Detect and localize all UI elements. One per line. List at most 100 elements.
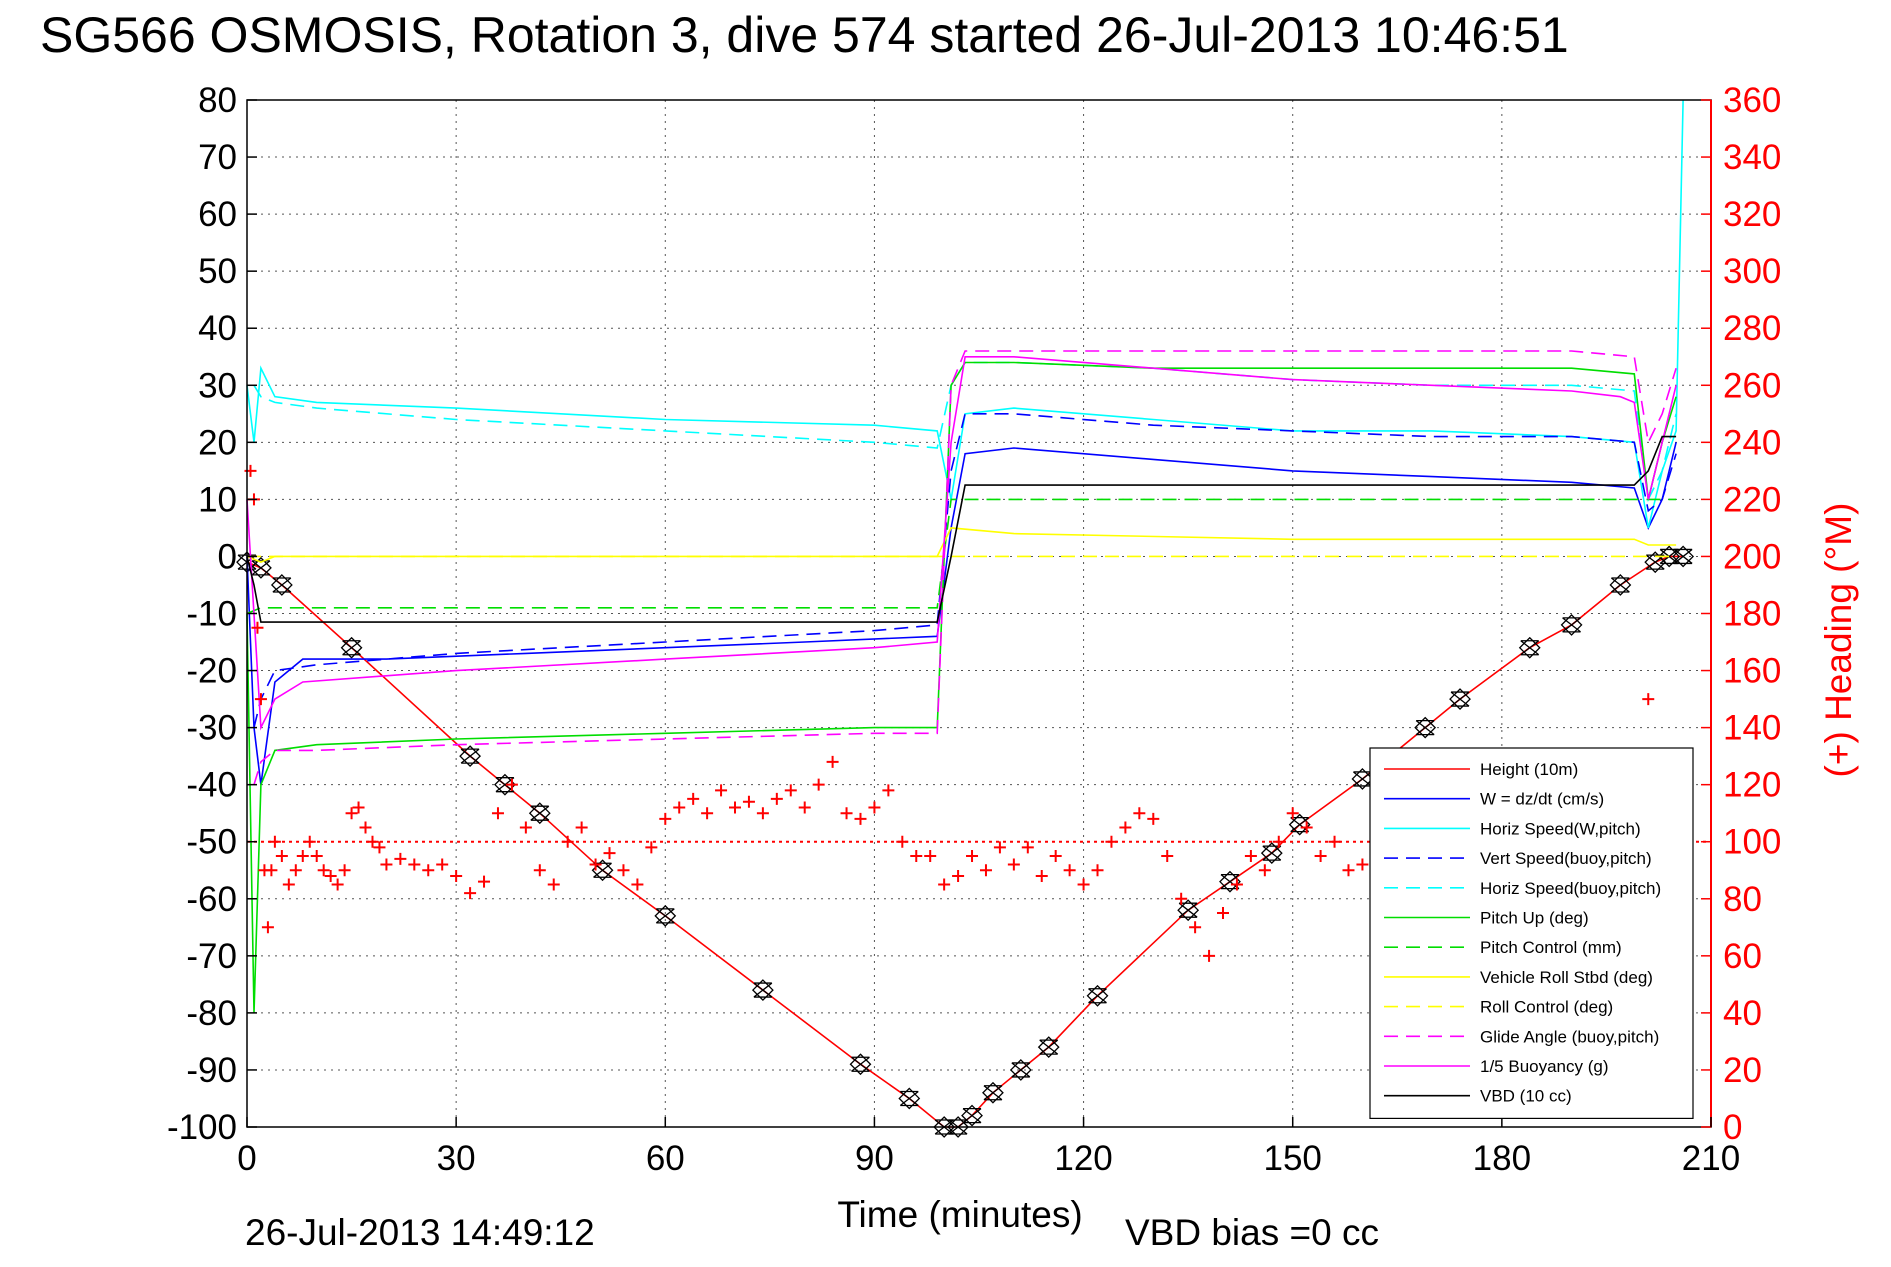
y2-tick-label: 320 bbox=[1723, 195, 1781, 234]
y-tick-label: -50 bbox=[186, 823, 237, 862]
heading-point bbox=[1189, 921, 1202, 934]
y2-tick-label: 340 bbox=[1723, 138, 1781, 177]
series-line bbox=[246, 361, 1677, 1013]
heading-point bbox=[701, 807, 714, 820]
x-tick-label: 150 bbox=[1264, 1139, 1322, 1178]
heading-point bbox=[296, 849, 309, 862]
series-group bbox=[246, 527, 1677, 563]
heading-point bbox=[1077, 878, 1090, 891]
series-group bbox=[246, 99, 1684, 529]
heading-point bbox=[854, 812, 867, 825]
heading-point bbox=[631, 878, 644, 891]
heading-point bbox=[1105, 835, 1118, 848]
legend-box bbox=[1369, 747, 1694, 1119]
heading-point bbox=[1642, 693, 1655, 706]
legend-label: Roll Control (deg) bbox=[1480, 998, 1613, 1017]
y2-tick-label: 40 bbox=[1723, 994, 1762, 1033]
height-marker bbox=[1609, 574, 1632, 596]
heading-point bbox=[1258, 864, 1271, 877]
heading-point bbox=[1272, 835, 1285, 848]
y2-tick-label: 100 bbox=[1723, 823, 1781, 862]
heading-point bbox=[687, 792, 700, 805]
legend-label: 1/5 Buoyancy (g) bbox=[1480, 1057, 1609, 1076]
heading-point bbox=[1217, 907, 1229, 920]
y2-tick-label: 0 bbox=[1723, 1108, 1742, 1147]
heading-point bbox=[1286, 807, 1299, 820]
legend-label: VBD (10 cc) bbox=[1480, 1087, 1572, 1106]
heading-point bbox=[840, 807, 853, 820]
height-marker bbox=[1351, 768, 1374, 790]
y2-tick-label: 20 bbox=[1723, 1051, 1762, 1090]
height-marker bbox=[1449, 688, 1471, 711]
height-marker bbox=[250, 556, 272, 579]
series-group bbox=[246, 435, 1677, 623]
series-line bbox=[246, 527, 1677, 563]
footer-vbd-bias: VBD bias =0 cc bbox=[1125, 1212, 1379, 1253]
heading-point bbox=[317, 864, 330, 877]
heading-point bbox=[617, 864, 630, 877]
height-marker bbox=[1037, 1036, 1060, 1059]
heading-point bbox=[282, 878, 295, 891]
legend-label: Vert Speed(buoy,pitch) bbox=[1480, 849, 1652, 868]
heading-point bbox=[896, 835, 909, 848]
legend-label: Horiz Speed(buoy,pitch) bbox=[1480, 879, 1661, 898]
x-tick-label: 60 bbox=[646, 1139, 685, 1178]
x-tick-label: 120 bbox=[1054, 1139, 1112, 1178]
x-tick-label: 180 bbox=[1473, 1139, 1531, 1178]
heading-point bbox=[345, 807, 358, 820]
heading-point bbox=[938, 878, 951, 891]
legend-label: Height (10m) bbox=[1480, 760, 1578, 779]
heading-point bbox=[450, 869, 463, 882]
x-tick-label: 0 bbox=[237, 1139, 256, 1178]
height-marker bbox=[751, 979, 774, 1001]
legend-label: W = dz/dt (cm/s) bbox=[1480, 790, 1604, 809]
y-tick-label: 10 bbox=[198, 480, 237, 519]
height-marker bbox=[1560, 613, 1583, 636]
y-tick-label: -10 bbox=[186, 595, 237, 634]
y-tick-label: 20 bbox=[198, 423, 237, 462]
heading-point bbox=[979, 864, 992, 877]
heading-point bbox=[275, 849, 288, 862]
heading-point bbox=[324, 869, 337, 882]
heading-point bbox=[561, 835, 574, 848]
y2-tick-label: 140 bbox=[1723, 709, 1781, 748]
y-tick-label: 60 bbox=[198, 195, 237, 234]
heading-point bbox=[1119, 821, 1132, 834]
height-marker bbox=[591, 859, 614, 882]
heading-point bbox=[478, 875, 491, 888]
y-tick-label: -70 bbox=[186, 937, 237, 976]
heading-point bbox=[966, 849, 979, 862]
height-marker bbox=[494, 773, 516, 796]
heading-point bbox=[729, 801, 741, 814]
heading-point bbox=[1175, 892, 1188, 905]
x-tick-label: 30 bbox=[437, 1139, 476, 1178]
heading-point bbox=[1021, 841, 1034, 854]
heading-point bbox=[756, 807, 769, 820]
footer-datetime: 26-Jul-2013 14:49:12 bbox=[245, 1212, 595, 1253]
y2-tick-label: 120 bbox=[1723, 766, 1781, 805]
height-marker bbox=[849, 1053, 872, 1076]
y-tick-label: 70 bbox=[198, 138, 237, 177]
chart-title: SG566 OSMOSIS, Rotation 3, dive 574 star… bbox=[40, 7, 1569, 63]
x-tick-label: 90 bbox=[855, 1139, 894, 1178]
height-marker bbox=[1658, 545, 1681, 568]
series-line bbox=[246, 435, 1677, 623]
heading-point bbox=[589, 858, 602, 871]
y-tick-label: -80 bbox=[186, 994, 237, 1033]
height-marker bbox=[1009, 1059, 1032, 1081]
heading-point bbox=[784, 784, 797, 797]
y2-tick-label: 180 bbox=[1723, 595, 1781, 634]
heading-point bbox=[547, 878, 560, 891]
heading-point bbox=[352, 801, 365, 814]
heading-point bbox=[993, 841, 1006, 854]
y-axis-left: 80 70 60 50 40 30 20 10 0 -10 -20 -30 -40 -50 -60 -70 -8… bbox=[167, 81, 257, 1147]
heading-point bbox=[952, 869, 965, 882]
y2-tick-label: 280 bbox=[1723, 309, 1781, 348]
height-marker bbox=[1414, 716, 1437, 739]
legend-label: Horiz Speed(W,pitch) bbox=[1480, 819, 1641, 838]
heading-point bbox=[603, 847, 616, 860]
height-marker bbox=[1177, 899, 1200, 922]
heading-point bbox=[1007, 858, 1020, 871]
